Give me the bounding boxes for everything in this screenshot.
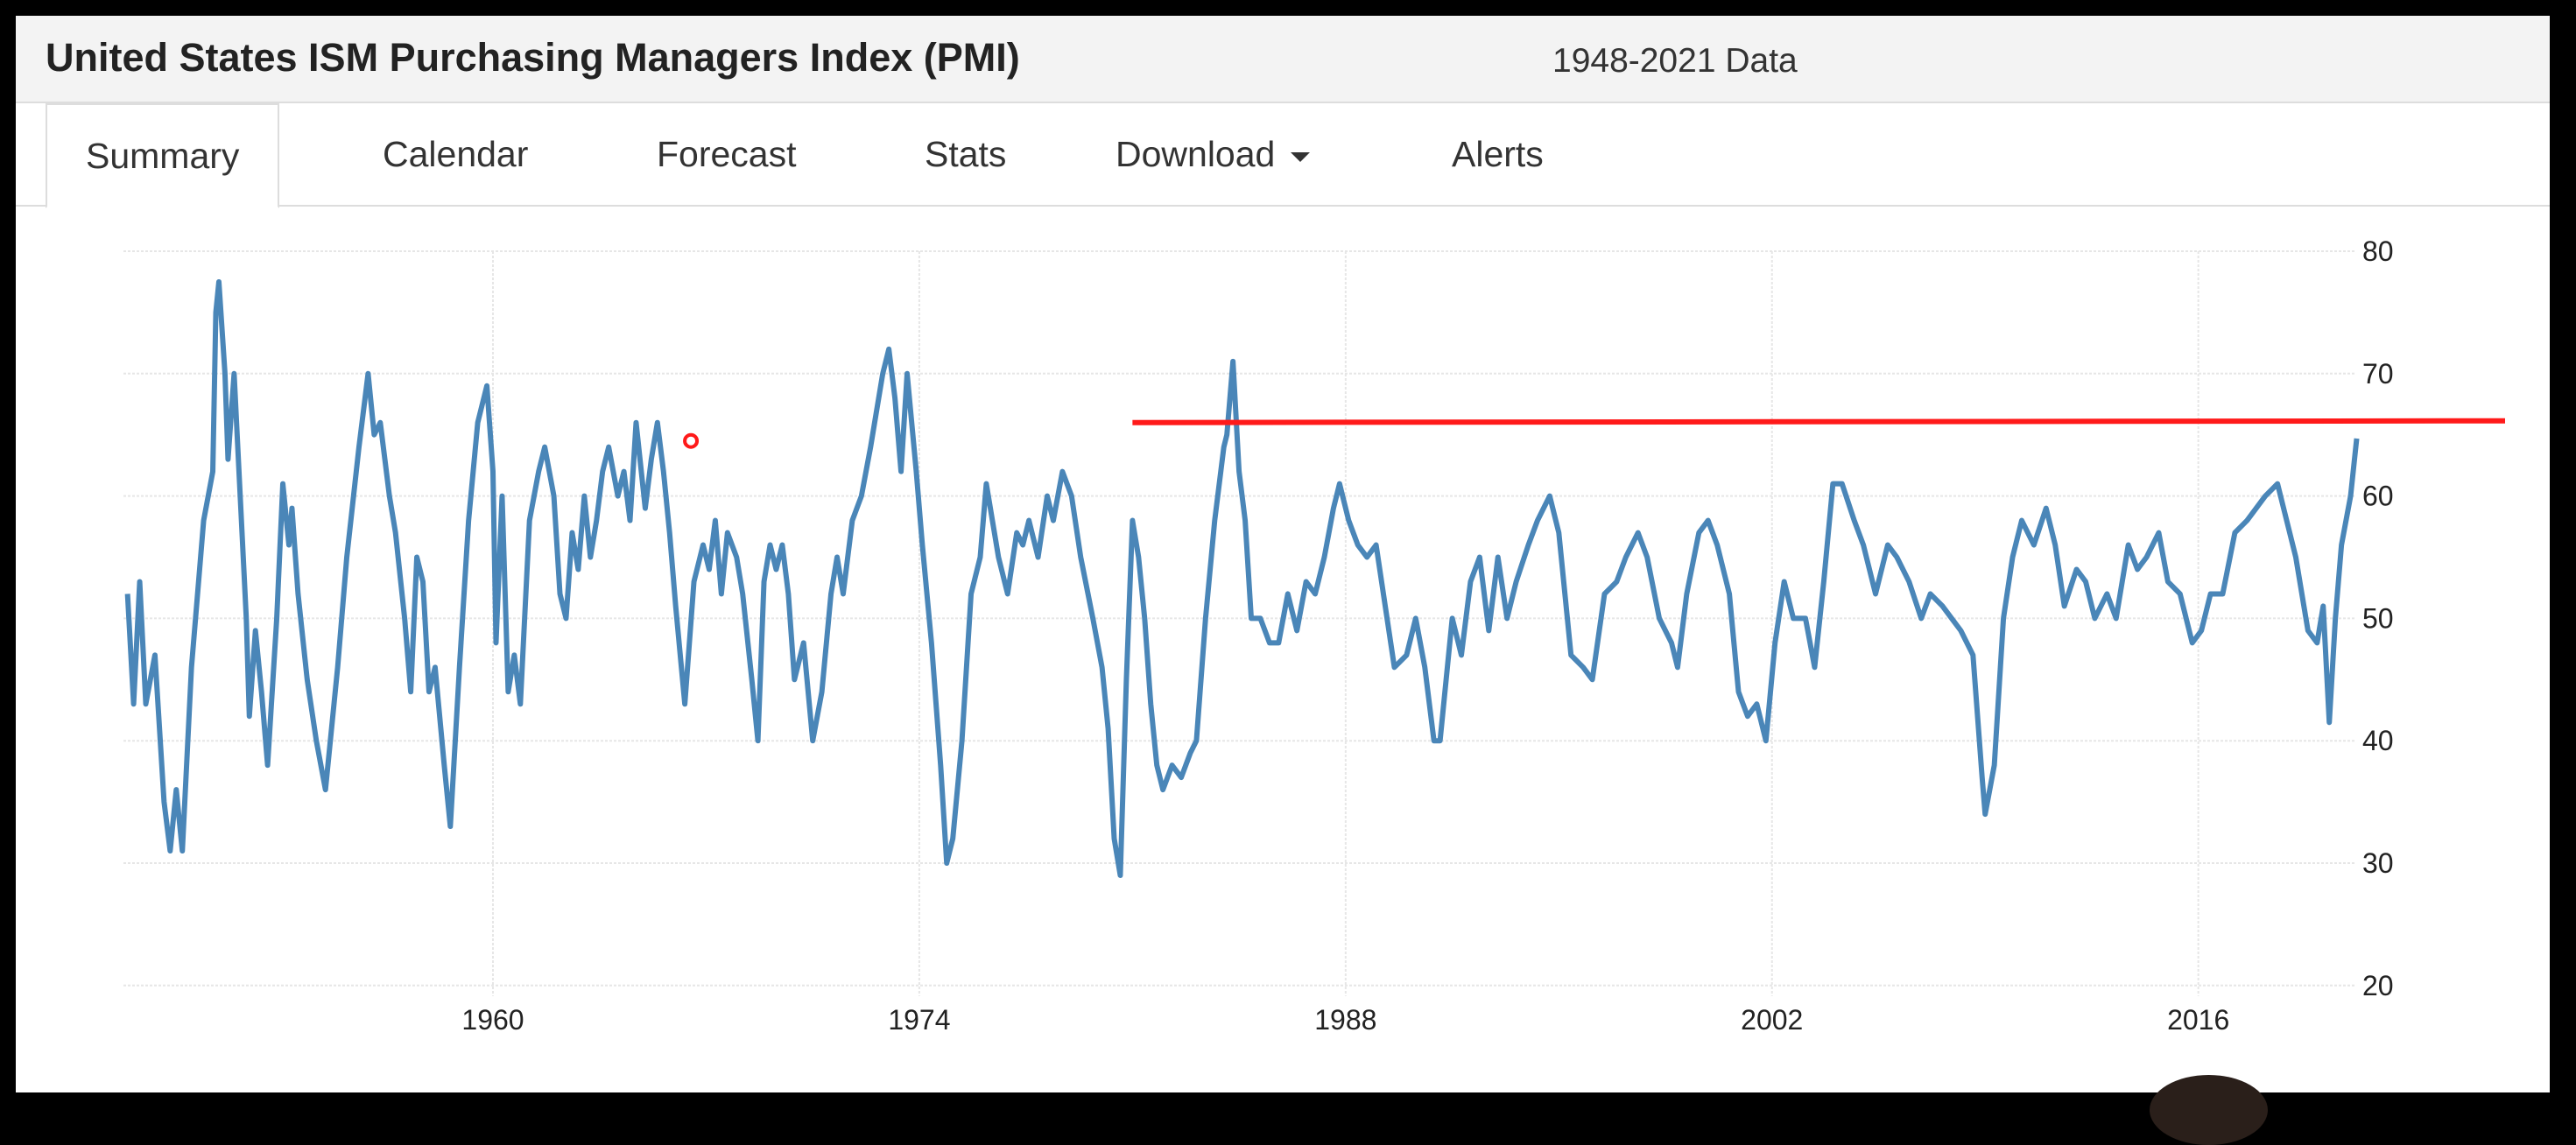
tab-download[interactable]: Download xyxy=(1116,103,1311,205)
tab-label: Summary xyxy=(86,136,240,176)
tab-bar: Summary Calendar Forecast Stats Download… xyxy=(16,103,2550,208)
red-annotation-line xyxy=(1132,418,2506,425)
tab-label: Calendar xyxy=(383,134,529,174)
tab-calendar[interactable]: Calendar xyxy=(383,103,528,205)
page-header: United States ISM Purchasing Managers In… xyxy=(16,16,2550,103)
page-title: United States ISM Purchasing Managers In… xyxy=(46,35,1020,80)
x-tick-label: 1974 xyxy=(888,1004,950,1036)
y-tick-label: 30 xyxy=(2362,847,2394,879)
y-tick-label: 80 xyxy=(2362,235,2394,267)
tab-summary[interactable]: Summary xyxy=(46,103,280,208)
y-tick-label: 20 xyxy=(2362,970,2394,1001)
cursor-marker xyxy=(683,432,700,449)
y-tick-label: 40 xyxy=(2362,725,2394,756)
y-tick-label: 60 xyxy=(2362,481,2394,512)
page-subtitle: 1948-2021 Data xyxy=(1552,42,1798,80)
y-tick-label: 70 xyxy=(2362,358,2394,390)
pmi-line-chart: 80 70 60 50 40 30 20 1960 1974 1988 2002 2016 xyxy=(123,235,2506,1036)
pmi-series-line xyxy=(124,278,2360,878)
caret-down-icon xyxy=(1291,151,1311,162)
y-tick-label: 50 xyxy=(2362,602,2394,634)
tab-forecast[interactable]: Forecast xyxy=(657,103,797,205)
tab-alerts[interactable]: Alerts xyxy=(1452,103,1544,205)
tab-label: Alerts xyxy=(1452,134,1544,174)
x-tick-label: 2002 xyxy=(1741,1004,1803,1036)
x-tick-label: 2016 xyxy=(2167,1004,2229,1036)
tab-label: Stats xyxy=(925,134,1007,174)
tab-label: Download xyxy=(1116,134,1276,174)
x-tick-label: 1988 xyxy=(1314,1004,1376,1036)
page: United States ISM Purchasing Managers In… xyxy=(16,16,2550,1092)
presenter-head xyxy=(2150,1075,2268,1145)
tab-stats[interactable]: Stats xyxy=(925,103,1006,205)
tab-label: Forecast xyxy=(657,134,797,174)
x-tick-label: 1960 xyxy=(461,1004,524,1036)
